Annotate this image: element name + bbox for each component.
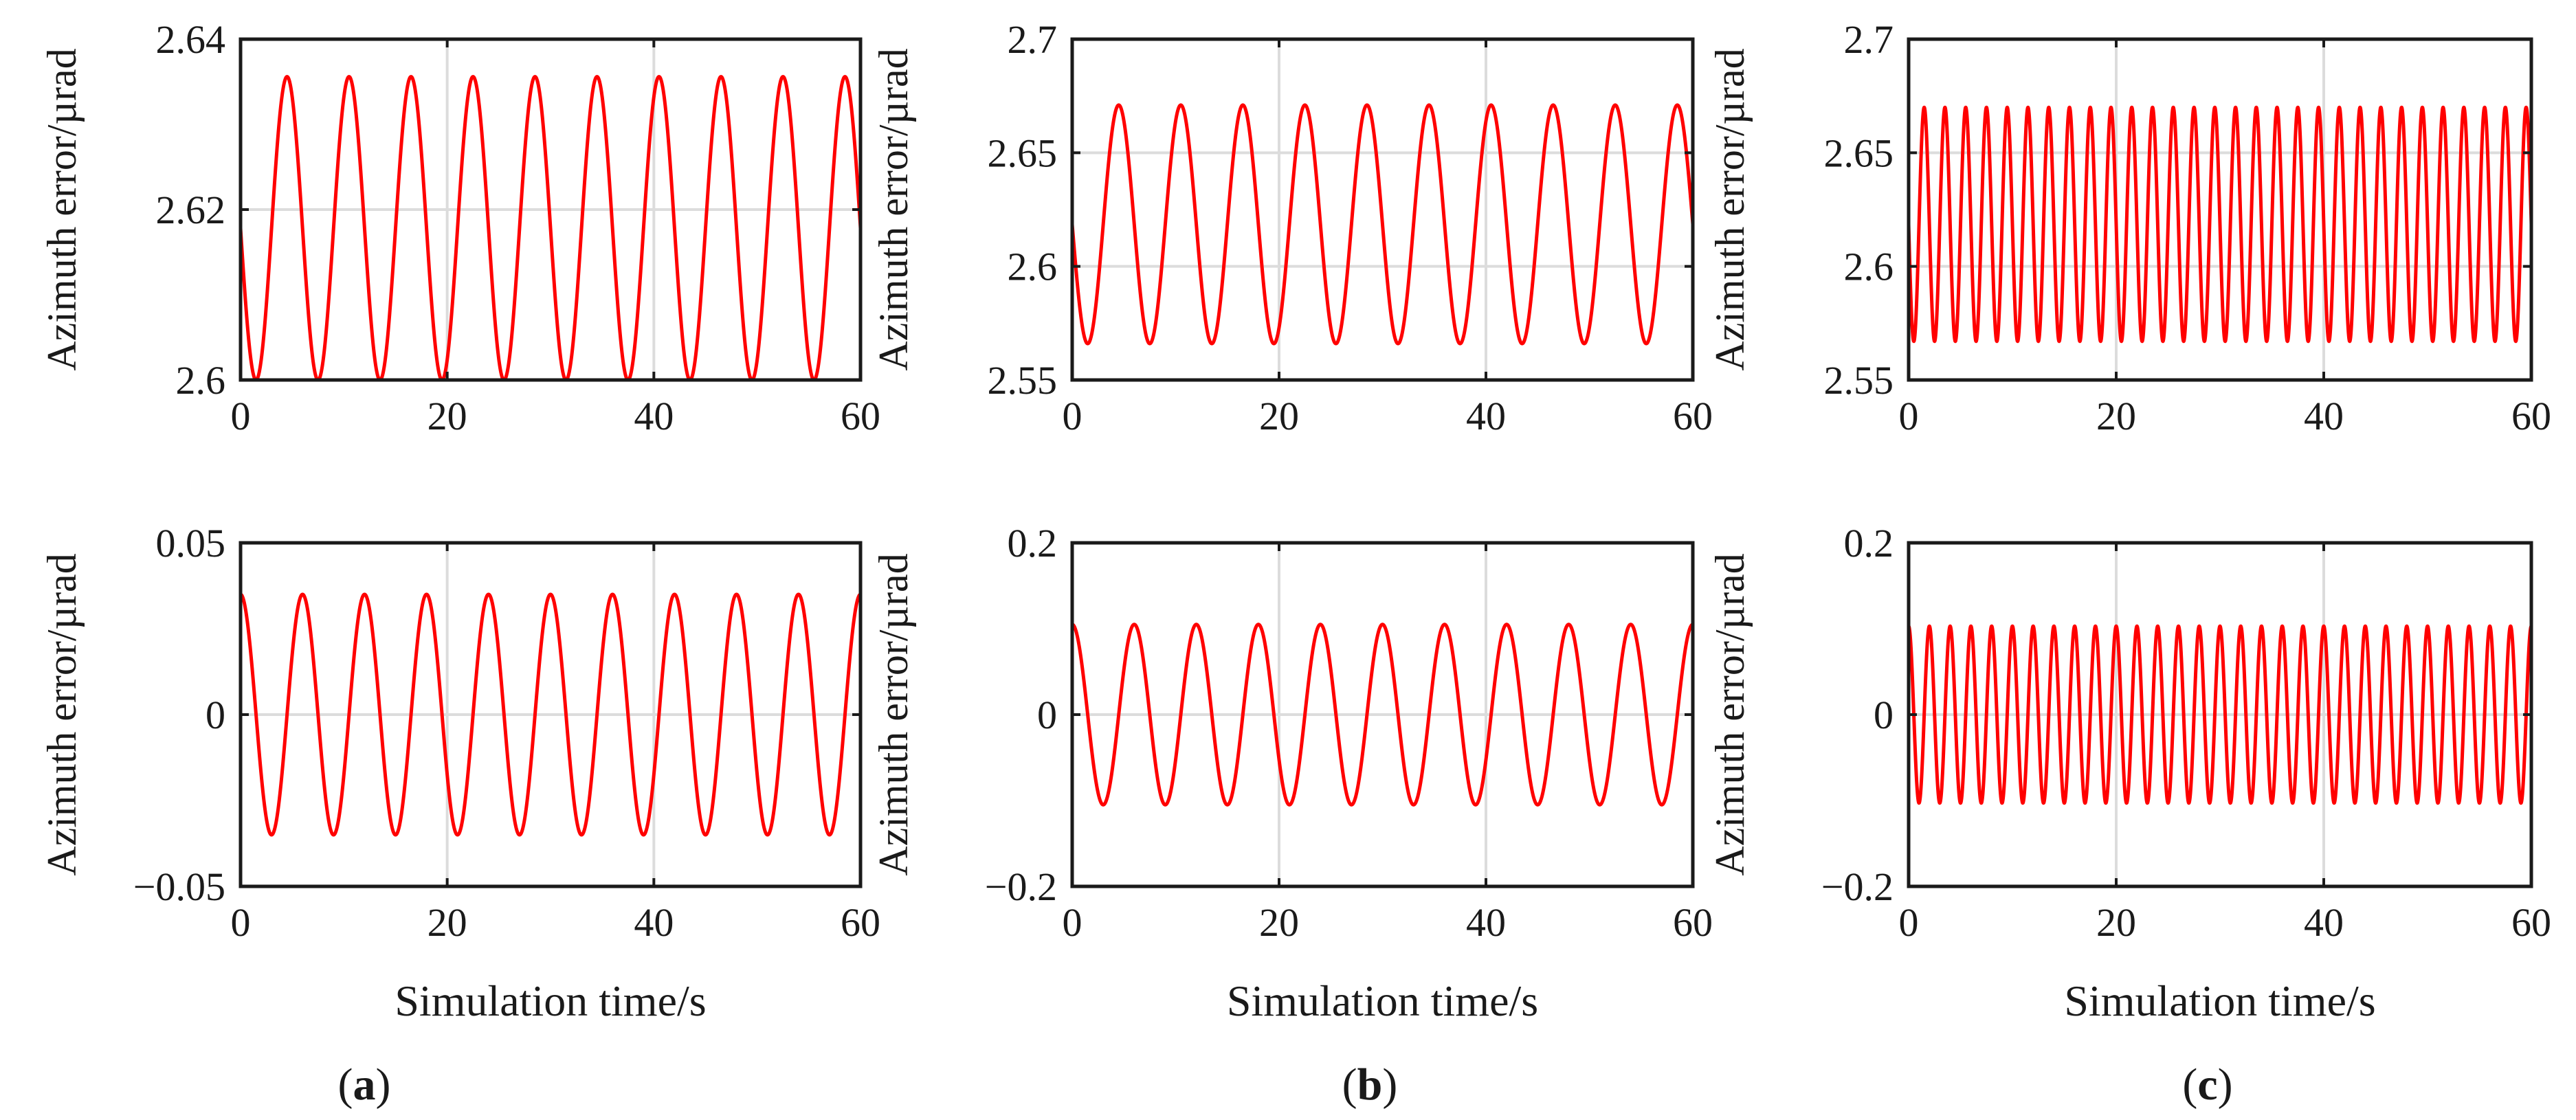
x-axis-label: Simulation time/s: [1227, 976, 1538, 1025]
y-tick-label: −0.2: [1821, 864, 1894, 909]
panel-label-b: (b): [1342, 1060, 1398, 1110]
y-tick-label: 0: [1037, 693, 1057, 737]
series-line: [241, 592, 860, 837]
y-axis-label: Azimuth error/µrad: [871, 48, 916, 370]
x-tick-label: 40: [1466, 900, 1506, 945]
series-line: [1072, 623, 1693, 807]
axes-frame: [1907, 37, 2533, 382]
x-tick-label: 40: [2304, 394, 2344, 438]
x-tick-label: 20: [2096, 394, 2136, 438]
x-tick-label: 60: [841, 394, 880, 438]
series-line: [241, 75, 860, 380]
y-tick-label: −0.2: [985, 864, 1057, 909]
x-tick-label: 60: [2511, 394, 2551, 438]
x-tick-label: 0: [231, 900, 251, 945]
x-tick-label: 40: [1466, 394, 1506, 438]
x-tick-label: 0: [1063, 394, 1082, 438]
x-axis-label: Simulation time/s: [2064, 976, 2375, 1025]
chart-b-top: 0 20 40 60 2.55 2.6 2.65 2.7 Azimuth error/µrad: [871, 17, 1713, 438]
chart-a-top: 0 20 40 60 2.6 2.62 2.64 Azimuth error/µrad: [39, 17, 880, 438]
y-tick-label: 2.62: [156, 188, 226, 232]
y-tick-label: 2.6: [1844, 245, 1894, 289]
x-tick-label: 0: [231, 394, 251, 438]
x-tick-label: 60: [1673, 900, 1713, 945]
axes-frame: [1070, 37, 1695, 382]
x-tick-label: 20: [1259, 900, 1299, 945]
y-tick-label: 2.6: [176, 358, 226, 403]
y-tick-label: 0.2: [1008, 521, 1058, 565]
series-line: [1072, 103, 1693, 346]
x-tick-label: 40: [2304, 900, 2344, 945]
series-line: [1909, 624, 2531, 805]
x-tick-label: 20: [428, 900, 467, 945]
y-axis-label: Azimuth error/µrad: [1707, 553, 1753, 875]
y-tick-label: 0: [1874, 693, 1894, 737]
y-axis-label: Azimuth error/µrad: [39, 553, 85, 875]
y-tick-label: 2.55: [1824, 358, 1894, 403]
y-tick-label: 0.05: [156, 521, 226, 565]
x-axis-label: Simulation time/s: [395, 976, 706, 1025]
y-tick-label: 2.55: [988, 358, 1058, 403]
panel-label-a: (a): [338, 1060, 391, 1110]
y-tick-label: 0.2: [1844, 521, 1894, 565]
x-tick-label: 20: [2096, 900, 2136, 945]
x-tick-label: 40: [634, 900, 674, 945]
x-tick-label: 60: [841, 900, 880, 945]
panel-label-c: (c): [2182, 1060, 2232, 1110]
y-tick-label: 2.6: [1008, 245, 1058, 289]
y-tick-label: 2.7: [1008, 17, 1058, 62]
y-tick-label: −0.05: [133, 864, 225, 909]
y-axis-label: Azimuth error/µrad: [1707, 48, 1753, 370]
x-tick-label: 20: [1259, 394, 1299, 438]
x-tick-label: 40: [634, 394, 674, 438]
y-axis-label: Azimuth error/µrad: [871, 553, 916, 875]
y-tick-label: 0: [206, 693, 225, 737]
x-tick-label: 0: [1063, 900, 1082, 945]
panel-letter: b: [1357, 1060, 1383, 1110]
y-tick-label: 2.65: [1824, 131, 1894, 175]
series-line: [1909, 105, 2531, 344]
panel-letter: a: [353, 1060, 376, 1110]
x-tick-label: 0: [1899, 900, 1919, 945]
y-tick-label: 2.7: [1844, 17, 1894, 62]
x-tick-label: 0: [1899, 394, 1919, 438]
y-tick-label: 2.64: [156, 17, 226, 62]
chart-c-top: 0 20 40 60 2.55 2.6 2.65 2.7 Azimuth error/µrad: [1707, 17, 2551, 438]
x-tick-label: 60: [2511, 900, 2551, 945]
x-tick-label: 60: [1673, 394, 1713, 438]
y-axis-label: Azimuth error/µrad: [39, 48, 85, 370]
y-tick-label: 2.65: [988, 131, 1058, 175]
panel-letter: c: [2197, 1060, 2217, 1110]
x-tick-label: 20: [428, 394, 467, 438]
